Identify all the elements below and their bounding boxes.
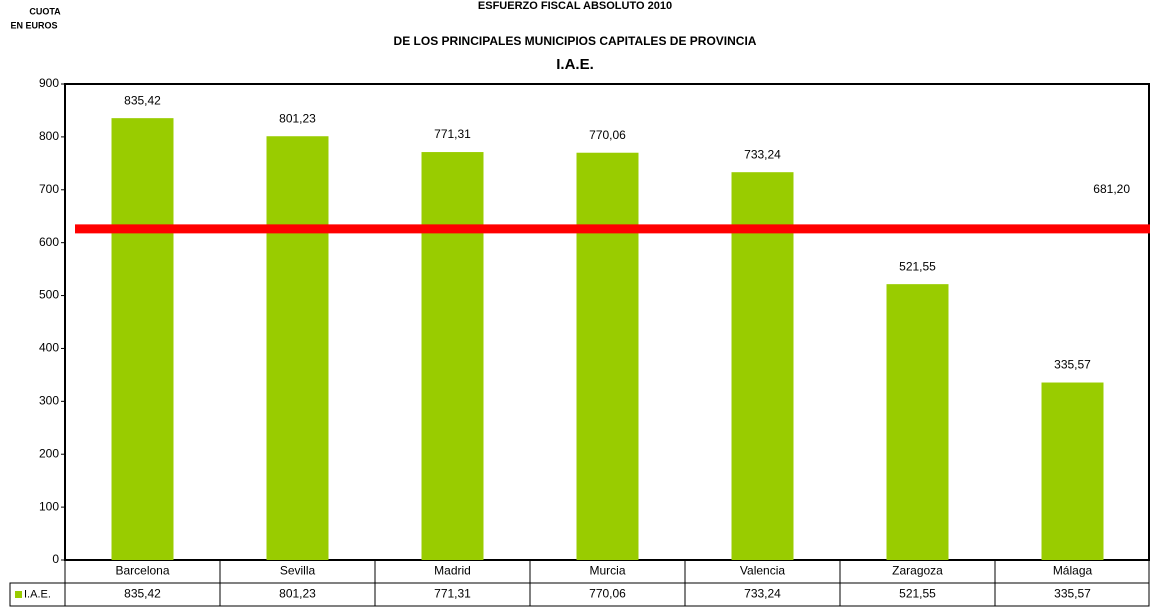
data-label: 801,23 (279, 111, 316, 125)
bar (731, 172, 794, 560)
bar (266, 136, 329, 561)
data-table (9, 582, 1150, 607)
table-value: 801,23 (279, 587, 316, 601)
data-label: 771,31 (434, 127, 471, 141)
table-value: 335,57 (1054, 587, 1091, 601)
y-tick-label: 400 (39, 341, 59, 355)
y-tick-label: 500 (39, 288, 59, 302)
bar (111, 118, 174, 561)
data-label: 335,57 (1054, 358, 1091, 372)
bar (886, 284, 949, 560)
table-value: 521,55 (899, 587, 936, 601)
y-tick-label: 800 (39, 129, 59, 143)
chart-subtitle: I.A.E. (556, 56, 594, 73)
y-tick-label: 300 (39, 394, 59, 408)
y-tick-label: 100 (39, 499, 59, 513)
data-label: 521,55 (899, 259, 936, 273)
table-value: 770,06 (589, 587, 626, 601)
bar (421, 152, 484, 560)
y-tick-label: 200 (39, 446, 59, 460)
reference-label: 681,20 (1093, 182, 1130, 196)
legend-label: I.A.E. (24, 588, 51, 600)
x-tick-label: Barcelona (115, 564, 169, 578)
table-value: 733,24 (744, 587, 781, 601)
x-tick-label: Madrid (434, 564, 471, 578)
legend-swatch (15, 591, 22, 598)
data-label: 770,06 (589, 128, 626, 142)
x-tick-label: Murcia (589, 564, 625, 578)
y-tick-label: 600 (39, 235, 59, 249)
x-tick-label: Valencia (740, 564, 785, 578)
y-axis-label: EN EUROS (10, 20, 57, 30)
x-tick-label: Zaragoza (892, 564, 943, 578)
bar (1041, 382, 1104, 560)
y-tick-label: 700 (39, 182, 59, 196)
y-axis-label: CUOTA (29, 6, 61, 16)
table-value: 771,31 (434, 587, 471, 601)
chart-subtitle: DE LOS PRINCIPALES MUNICIPIOS CAPITALES … (394, 34, 757, 48)
x-tick-label: Málaga (1053, 564, 1093, 578)
data-label: 733,24 (744, 147, 781, 161)
data-label: 835,42 (124, 93, 161, 107)
y-tick-label: 0 (52, 552, 59, 566)
bar (576, 152, 639, 560)
table-value: 835,42 (124, 587, 161, 601)
chart-title: ESFUERZO FISCAL ABSOLUTO 2010 (478, 0, 672, 12)
x-tick-label: Sevilla (280, 564, 316, 578)
y-tick-label: 900 (39, 76, 59, 90)
